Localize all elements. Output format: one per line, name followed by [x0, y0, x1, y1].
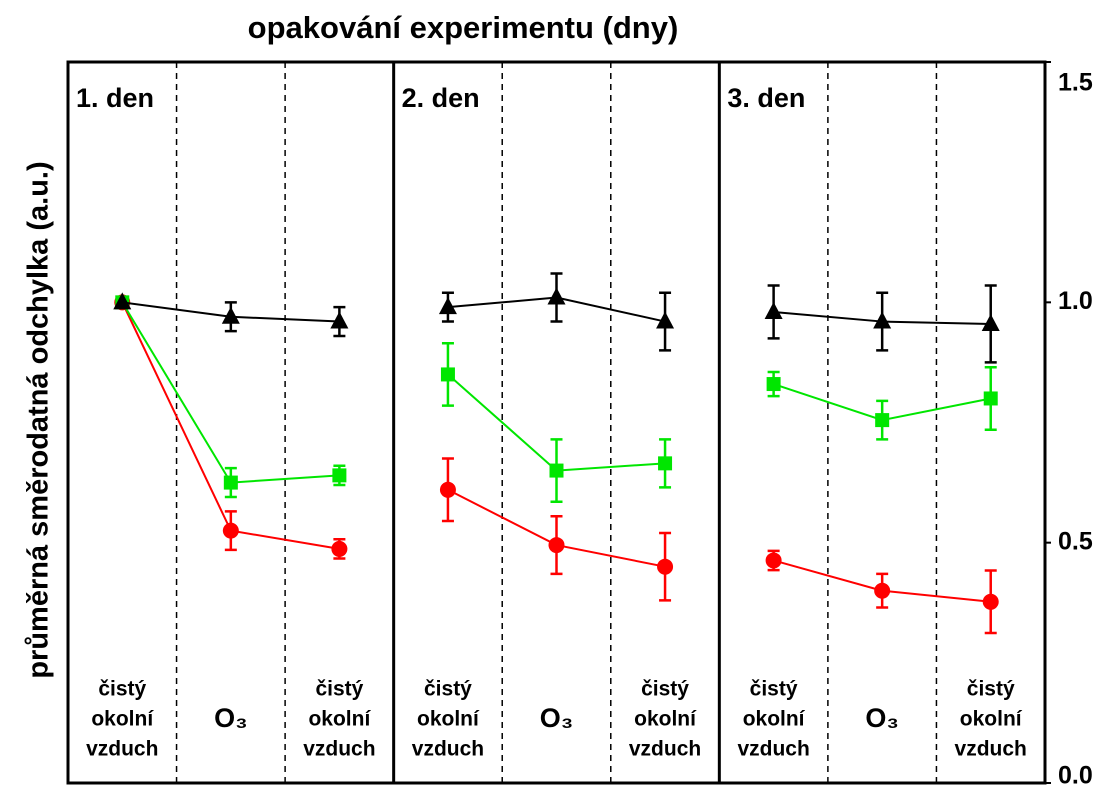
marker: [658, 456, 673, 471]
marker: [874, 582, 891, 599]
x-category-label: čistý: [967, 678, 1015, 701]
marker: [547, 287, 566, 305]
plot-frame: [66, 60, 1047, 785]
marker: [222, 522, 239, 539]
x-category-label: čistý: [641, 678, 689, 701]
marker: [438, 297, 457, 315]
y-axis-label: průměrná směrodatná odchylka (a.u.): [23, 161, 55, 678]
x-category-label: vzduch: [303, 738, 375, 761]
marker: [657, 558, 674, 575]
x-category-label: okolní: [743, 708, 806, 731]
marker: [440, 367, 455, 382]
y-tick-label: 0.0: [1058, 762, 1093, 790]
chart-title: opakování experimentu (dny): [248, 10, 679, 45]
panel-label: 2. den: [402, 83, 480, 113]
x-category-label: vzduch: [737, 738, 809, 761]
marker: [332, 468, 347, 483]
x-category-label: vzduch: [955, 738, 1027, 761]
y-tick-label: 0.5: [1058, 527, 1093, 555]
x-category-label: okolní: [960, 708, 1023, 731]
marker: [549, 463, 564, 478]
x-category-label: vzduch: [86, 738, 158, 761]
marker: [983, 391, 998, 406]
marker: [765, 552, 782, 569]
x-category-label: čistý: [315, 678, 363, 701]
marker: [330, 311, 349, 329]
x-category-label: čistý: [750, 678, 798, 701]
marker: [766, 377, 781, 392]
marker: [656, 311, 675, 329]
y-tick-label: 1.5: [1058, 69, 1093, 97]
marker: [981, 313, 1000, 331]
marker: [548, 537, 565, 554]
x-category-label: čistý: [424, 678, 472, 701]
marker: [875, 413, 890, 428]
marker: [873, 311, 892, 329]
x-category-label: okolní: [417, 708, 480, 731]
x-category-label: vzduch: [629, 738, 701, 761]
x-category-label: vzduch: [412, 738, 484, 761]
y-tick-label: 1.0: [1058, 287, 1093, 315]
x-category-label: okolní: [634, 708, 697, 731]
marker: [223, 475, 238, 490]
x-category-label: O₃: [214, 703, 248, 733]
x-category-label: čistý: [98, 678, 146, 701]
panel-label: 1. den: [76, 83, 154, 113]
x-category-label: okolní: [91, 708, 154, 731]
marker: [113, 292, 132, 310]
marker: [982, 593, 999, 610]
x-category-label: O₃: [540, 703, 574, 733]
x-category-label: O₃: [865, 703, 899, 733]
marker: [221, 306, 240, 324]
marker: [439, 481, 456, 498]
marker: [331, 540, 348, 557]
marker: [764, 301, 783, 319]
x-category-label: okolní: [308, 708, 371, 731]
panel-label: 3. den: [727, 83, 805, 113]
